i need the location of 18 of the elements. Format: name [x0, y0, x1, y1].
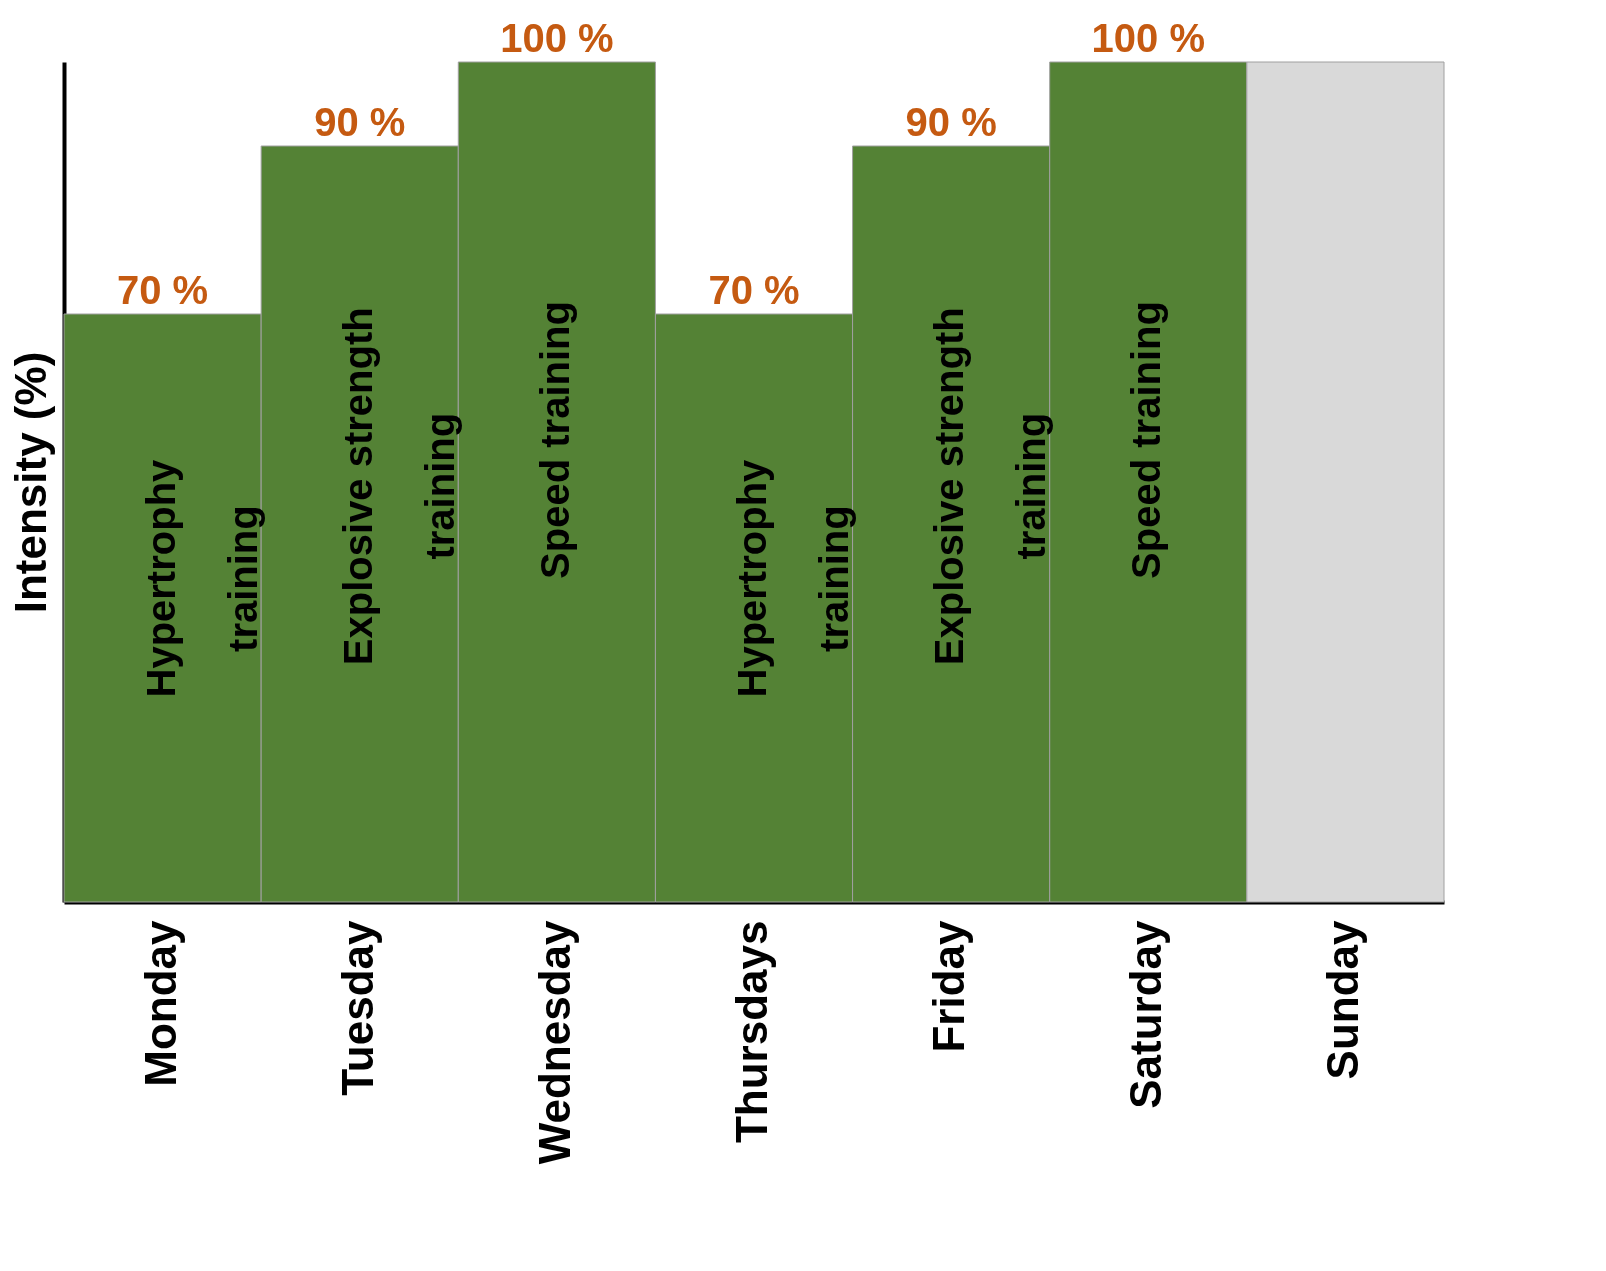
data-label: 70 %: [708, 268, 800, 312]
annotation: Speed training: [1124, 301, 1169, 579]
annotation: Hypertrophy training: [138, 458, 265, 698]
data-label: 90 %: [314, 100, 406, 144]
y-axis-title: Intensity (%): [5, 351, 55, 614]
data-label: 90 %: [905, 100, 997, 144]
annotation: Speed training: [532, 301, 577, 579]
annotation: Hypertrophy training: [730, 458, 856, 698]
data-label: 100 %: [1091, 16, 1205, 60]
data-label: 100 %: [500, 16, 614, 60]
x-tick-label: Tuesday: [332, 919, 382, 1096]
x-tick-label: Thursdays: [727, 920, 776, 1144]
x-tick-label: Monday: [135, 919, 185, 1087]
x-tick-label: Saturday: [1121, 919, 1171, 1109]
x-tick-label: Friday: [924, 919, 974, 1053]
data-label: 70 %: [116, 268, 209, 312]
x-tick-label: Sunday: [1318, 919, 1368, 1080]
x-tick-label: Wednesday: [529, 919, 579, 1165]
